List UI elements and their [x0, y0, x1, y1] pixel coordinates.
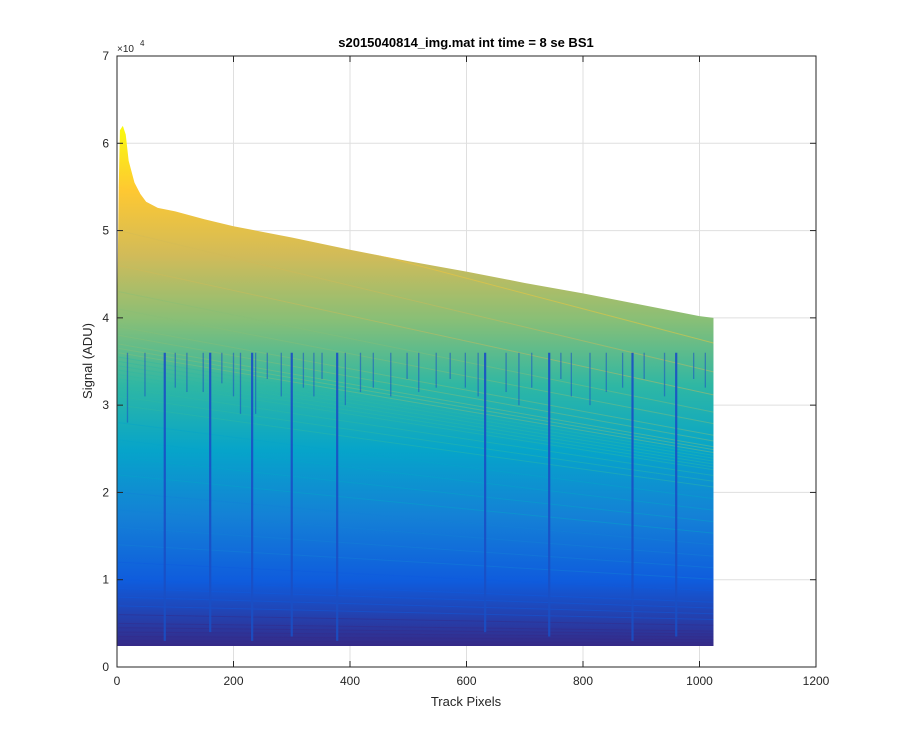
- y-tick-label: 3: [102, 398, 109, 412]
- signal-line: [118, 352, 714, 453]
- signal-line: [118, 643, 714, 646]
- signal-line: [118, 369, 714, 465]
- signal-line: [118, 640, 714, 644]
- y-tick-label: 1: [102, 573, 109, 587]
- signal-line: [118, 230, 714, 373]
- signal-line: [118, 347, 714, 451]
- signal-line: [118, 635, 714, 641]
- signal-line: [118, 361, 714, 459]
- signal-line: [118, 387, 714, 477]
- signal-line: [118, 326, 714, 436]
- y-tick-label: 2: [102, 485, 109, 499]
- y-tick-label: 5: [102, 224, 109, 238]
- signal-line: [118, 343, 714, 448]
- signal-line: [118, 526, 714, 569]
- signal-line: [118, 474, 714, 534]
- x-tick-label: 1000: [686, 674, 713, 688]
- signal-line: [118, 264, 714, 396]
- signal-line: [118, 587, 714, 609]
- x-tick-label: 800: [573, 674, 593, 688]
- x-tick-label: 600: [456, 674, 476, 688]
- x-tick-label: 200: [223, 674, 243, 688]
- signal-line: [118, 605, 714, 621]
- x-axis-label: Track Pixels: [431, 694, 502, 709]
- data-area: [117, 125, 714, 647]
- signal-line: [118, 596, 714, 615]
- signal-line: [118, 378, 714, 471]
- x-tick-label: 1200: [803, 674, 830, 688]
- signal-line: [118, 579, 714, 603]
- signal-dips: [126, 352, 706, 641]
- signal-line: [118, 395, 714, 482]
- signal-line: [118, 356, 714, 456]
- y-exponent: ×10 4: [117, 39, 145, 55]
- signal-line: [118, 422, 714, 500]
- y-exponent-power: 4: [140, 39, 145, 48]
- signal-line: [118, 404, 714, 488]
- signal-line: [118, 457, 714, 523]
- signal-line: [118, 291, 714, 413]
- signal-line: [118, 631, 714, 638]
- signal-line: [118, 627, 714, 635]
- y-tick-label: 0: [102, 660, 109, 674]
- signal-line: [118, 614, 714, 626]
- y-axis-ticks: 0 1 2 3 4 5 6 7: [102, 49, 816, 674]
- signal-line: [118, 491, 714, 546]
- chart-title: s2015040814_img.mat int time = 8 se BS1: [338, 35, 593, 50]
- signal-line: [118, 509, 714, 557]
- signal-lines: [118, 125, 714, 646]
- signal-line: [118, 308, 714, 425]
- x-tick-label: 400: [340, 674, 360, 688]
- x-axis-ticks: 0 200 400 600 800 1000 1200: [114, 56, 830, 688]
- signal-line: [118, 374, 714, 468]
- y-exponent-base: ×10: [117, 44, 134, 55]
- y-tick-label: 6: [102, 136, 109, 150]
- signal-line: [118, 334, 714, 442]
- signal-line: [118, 544, 714, 580]
- signal-line: [118, 439, 714, 511]
- y-tick-label: 7: [102, 49, 109, 63]
- signal-line: [118, 561, 714, 592]
- y-tick-label: 4: [102, 311, 109, 325]
- signal-area-fill: [117, 125, 714, 647]
- x-tick-label: 0: [114, 674, 121, 688]
- signal-line: [118, 365, 714, 462]
- signal-line: [118, 622, 714, 632]
- y-axis-label: Signal (ADU): [80, 323, 95, 399]
